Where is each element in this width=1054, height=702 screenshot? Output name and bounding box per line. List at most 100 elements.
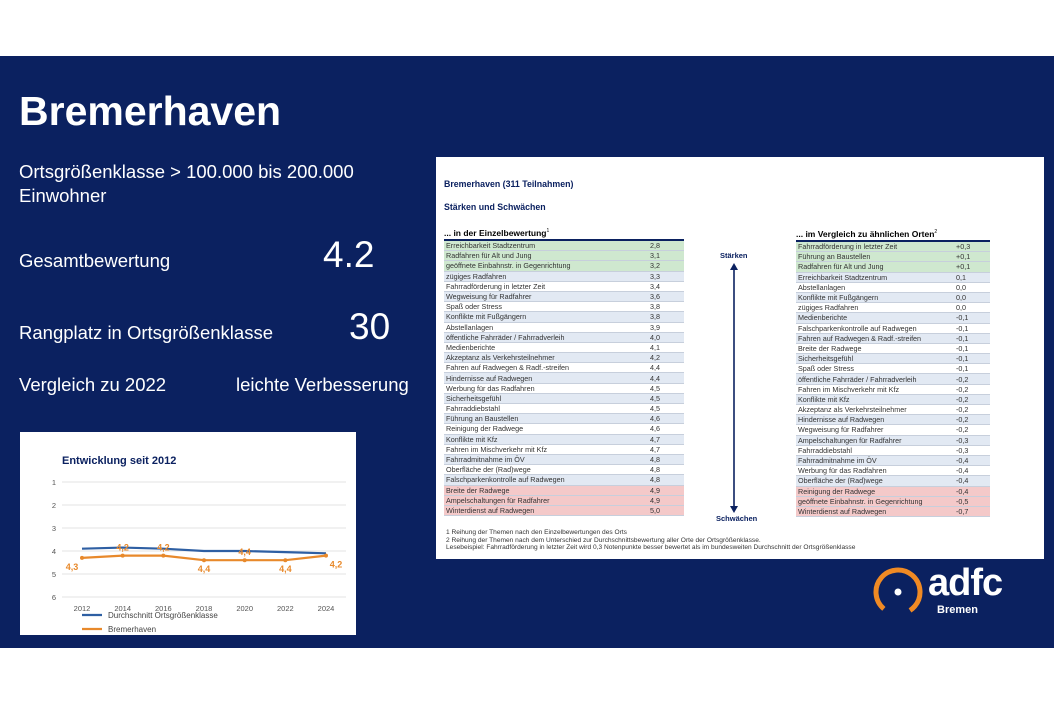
left-table-row-name: Fahren im Mischverkehr mit Kfz: [446, 444, 548, 454]
chart-data-label: 4,2: [116, 543, 129, 553]
left-table-title-sup: 1: [546, 228, 550, 235]
right-table-row-value: -0,3: [956, 445, 969, 455]
left-table-row-name: Sicherheitsgefühl: [446, 393, 502, 403]
left-table-row: Hindernisse auf Radwegen 4,4: [444, 373, 684, 384]
chart-point: [242, 558, 247, 563]
chart-data-label: 4,2: [157, 543, 170, 553]
left-table-row-name: Abstellanlagen: [446, 322, 494, 332]
left-table-row-name: Medienberichte: [446, 342, 496, 352]
chart-legend-label: Durchschnitt Ortsgrößenklasse: [108, 611, 218, 620]
chart-legend-label: Bremerhaven: [108, 625, 156, 634]
right-table-row: Reinigung der Radwege -0,4: [796, 486, 990, 497]
right-table-row-name: Werbung für das Radfahren: [798, 466, 887, 476]
right-table-row-name: Konflikte mit Kfz: [798, 394, 850, 404]
left-table-row: Wegweisung für Radfahrer 3,6: [444, 291, 684, 303]
right-table-row-value: -0,2: [956, 384, 969, 394]
footnote-3: Lesebeispiel: Fahrradförderung in letzte…: [446, 544, 856, 551]
left-table-row-value: 3,2: [650, 261, 660, 271]
left-table-row-value: 4,7: [650, 444, 660, 454]
right-table-row-name: Wegweisung für Radfahrer: [798, 425, 884, 435]
left-table-row: Breite der Radwege 4,9: [444, 485, 684, 496]
right-table-row-value: -0,4: [956, 476, 969, 486]
right-table-row: Fahrraddiebstahl -0,3: [796, 446, 990, 456]
left-table-row: Fahren im Mischverkehr mit Kfz 4,7: [444, 445, 684, 455]
right-table-row: Akzeptanz als Verkehrsteilnehmer -0,2: [796, 405, 990, 416]
rank-label: Rangplatz in Ortsgrößenklasse: [19, 322, 273, 343]
left-table-row-name: Winterdienst auf Radwegen: [446, 505, 535, 515]
right-table-row-name: Winterdienst auf Radwegen: [798, 506, 887, 516]
right-table-row-name: Radfahren für Alt und Jung: [798, 262, 884, 272]
left-table-row-name: Wegweisung für Radfahrer: [446, 292, 532, 302]
left-table-row-name: Führung an Baustellen: [446, 414, 519, 424]
chart-data-label: 4,4: [238, 547, 251, 557]
footnote-1: 1 Reihung der Themen nach den Einzelbewe…: [446, 529, 627, 536]
right-table-row-name: Ampelschaltungen für Radfahrer: [798, 435, 902, 445]
chart-x-tick-label: 2022: [277, 604, 294, 613]
overall-value: 4.2: [323, 234, 375, 275]
left-table-row: Konflikte mit Fußgängern 3,8: [444, 312, 684, 323]
chart-x-tick-label: 2012: [74, 604, 91, 613]
right-table-row-name: Erreichbarkeit Stadtzentrum: [798, 272, 888, 282]
comparison-label: Vergleich zu 2022: [19, 374, 167, 395]
right-table-row-value: -0,2: [956, 394, 969, 404]
left-table-row-value: 4,6: [650, 414, 660, 424]
right-table-row-value: -0,1: [956, 343, 969, 353]
footnote-2: 2 Reihung der Themen nach dem Unterschie…: [446, 537, 761, 544]
left-table-row-name: Ampelschaltungen für Radfahrer: [446, 495, 550, 505]
chart-data-label: 4,2: [330, 560, 343, 570]
right-table-title: ... im Vergleich zu ähnlichen Orten2: [796, 229, 937, 239]
right-table-row-name: geöffnete Einbahnstr. in Gegenrichtung: [798, 496, 923, 506]
left-table-row-value: 3,1: [650, 251, 660, 261]
chart-point: [161, 553, 166, 558]
left-table-rule: [444, 239, 684, 241]
right-table-row-name: Führung an Baustellen: [798, 252, 871, 262]
right-table-row: Winterdienst auf Radwegen -0,7: [796, 506, 990, 518]
right-table-row-name: Spaß oder Stress: [798, 364, 854, 374]
left-table-row-value: 4,9: [650, 495, 660, 505]
right-table-row-value: +0,1: [956, 262, 971, 272]
right-table-row-value: 0,1: [956, 272, 966, 282]
chart-title: Entwicklung seit 2012: [62, 455, 176, 467]
chart-data-label: 4,3: [66, 562, 79, 572]
right-table-row-value: -0,1: [956, 354, 969, 364]
right-table-row: Fahrradförderung in letzter Zeit +0,3: [796, 242, 990, 253]
left-table-row: öffentliche Fahrräder / Fahrradverleih 4,…: [444, 332, 684, 343]
left-table-row-name: Breite der Radwege: [446, 485, 510, 495]
right-table-row-name: Fahren im Mischverkehr mit Kfz: [798, 384, 900, 394]
left-table-row-value: 5,0: [650, 505, 660, 515]
right-table-row-value: -0,7: [956, 506, 969, 516]
left-table-row-value: 3,3: [650, 271, 660, 281]
panel-subheading: Stärken und Schwächen: [444, 202, 546, 212]
left-table-row-name: Fahrraddiebstahl: [446, 404, 500, 414]
trend-chart: Entwicklung seit 2012 1 2 3 4 5 6 2012 2014 2016 2…: [20, 432, 356, 635]
arrow-label-strengths: Stärken: [720, 251, 748, 260]
left-table-row: Fahren auf Radwegen & Radf.-streifen 4,4: [444, 363, 684, 374]
adfc-logo-mark-icon: [873, 567, 923, 617]
trend-chart-svg: Entwicklung seit 2012 1 2 3 4 5 6 2012 2014 2016 2…: [52, 455, 346, 634]
left-table-row-value: 4,8: [650, 465, 660, 475]
left-table-row-name: Reinigung der Radwege: [446, 424, 524, 434]
left-table-row-name: geöffnete Einbahnstr. in Gegenrichtung: [446, 261, 571, 271]
left-table-row: Ampelschaltungen für Radfahrer 4,9: [444, 495, 684, 506]
right-table-row-value: 0,0: [956, 293, 966, 303]
right-table-row: Breite der Radwege -0,1: [796, 343, 990, 355]
right-table-row: Ampelschaltungen für Radfahrer -0,3: [796, 435, 990, 446]
right-table-row: Führung an Baustellen +0,1: [796, 252, 990, 263]
left-table-row: Fahrradmitnahme im ÖV 4,8: [444, 454, 684, 466]
left-table-row: Abstellanlagen 3,9: [444, 323, 684, 333]
left-table-row: Werbung für das Radfahren 4,5: [444, 384, 684, 394]
left-table-row-name: Spaß oder Stress: [446, 302, 502, 312]
left-table-row-name: Hindernisse auf Radwegen: [446, 373, 533, 383]
right-table-row: geöffnete Einbahnstr. in Gegenrichtung -0…: [796, 496, 990, 507]
right-table-row-value: +0,3: [956, 242, 971, 252]
right-table-row: Abstellanlagen 0,0: [796, 283, 990, 293]
left-table-row-value: 3,9: [650, 322, 660, 332]
left-table-row: Oberfläche der (Rad)wege 4,8: [444, 465, 684, 476]
left-table-row-value: 4,1: [650, 342, 660, 352]
right-table-row: Konflikte mit Kfz -0,2: [796, 394, 990, 405]
arrow-label-weaknesses: Schwächen: [716, 514, 758, 523]
chart-x-tick-label: 2014: [114, 604, 131, 613]
left-table-row: Akzeptanz als Verkehrsteilnehmer 4,2: [444, 353, 684, 364]
right-table-row: Fahren auf Radwegen & Radf.-streifen -0,1: [796, 333, 990, 344]
overall-label: Gesamtbewertung: [19, 250, 171, 271]
